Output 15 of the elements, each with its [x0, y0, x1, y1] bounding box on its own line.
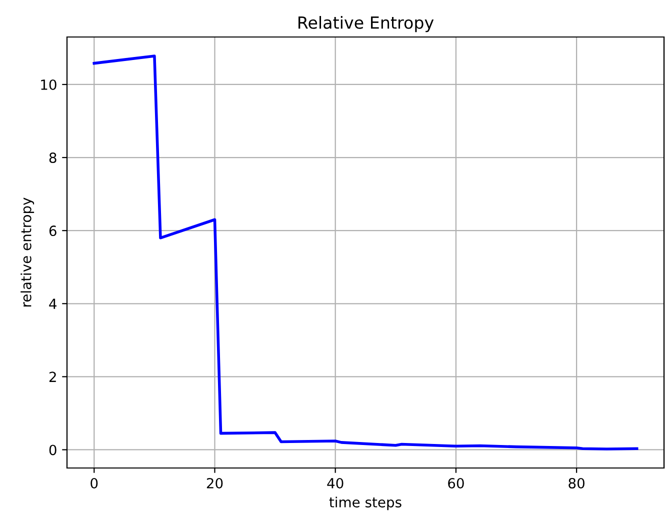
x-tick-label: 20 — [206, 478, 223, 488]
y-tick-label: 8 — [49, 152, 56, 164]
y-tick-label: 0 — [49, 444, 56, 456]
chart-title: Relative Entropy — [298, 16, 434, 32]
x-axis-title: time steps — [329, 496, 402, 510]
y-tick-label: 6 — [49, 226, 56, 236]
x-tick-label: 80 — [568, 478, 584, 488]
y-tick-label: 2 — [49, 372, 56, 382]
y-tick-label: 10 — [41, 79, 56, 90]
y-axis-title: relative entropy — [20, 198, 34, 306]
x-tick-label: 40 — [327, 478, 344, 488]
y-tick-label: 4 — [49, 298, 56, 309]
line-series — [92, 54, 638, 450]
x-tick-label: 0 — [90, 478, 98, 488]
x-tick-label: 60 — [448, 478, 464, 488]
